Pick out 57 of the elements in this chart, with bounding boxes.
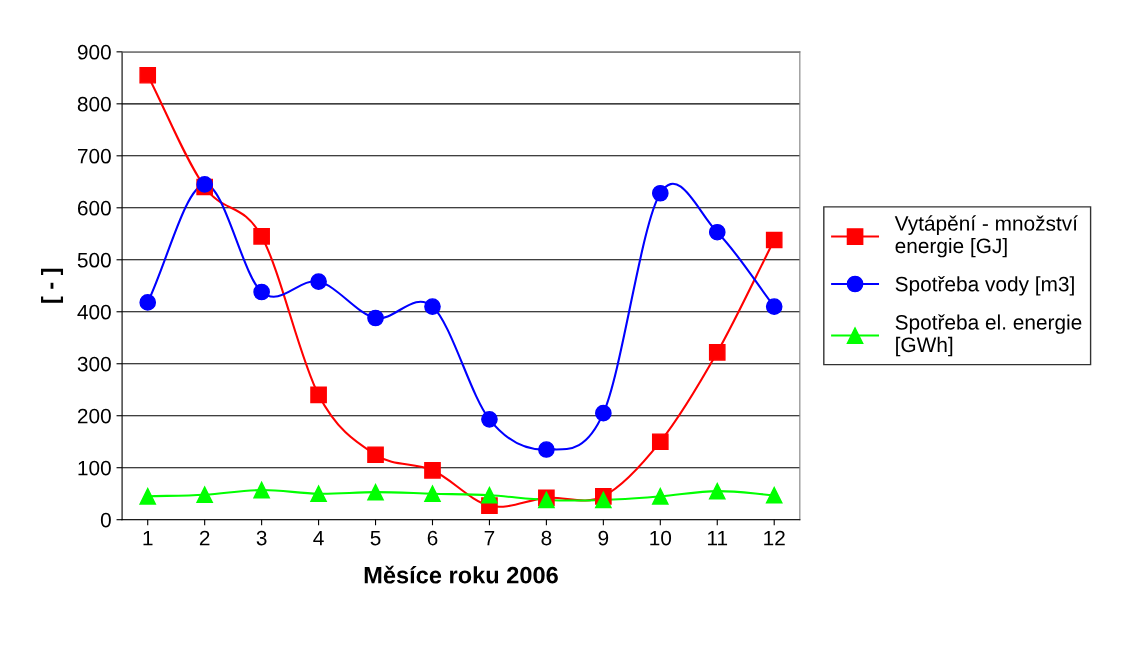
point [367,483,384,501]
x-tick-label: 3 [256,530,267,546]
point [538,441,555,458]
y-tick-label: 300 [77,356,111,372]
x-tick-label: 4 [313,530,324,546]
legend-label: Vytápění - množství energie [GJ] [894,215,1078,258]
x-tick-label: 5 [370,530,381,546]
y-tick-label: 100 [78,460,111,476]
point [253,481,270,499]
y-tick-label: 400 [77,304,111,320]
x-tick-label: 10 [650,530,672,546]
point [481,486,498,504]
legend-label: Spotřeba el. energie [GWh] [895,314,1082,357]
x-tick-label: 2 [199,530,210,546]
point [424,298,441,315]
point [310,273,327,290]
point [765,231,783,249]
x-tick-label: 8 [541,530,552,546]
x-tick-label: 12 [764,530,785,546]
y-axis-title: [ - ] [41,268,64,303]
point [708,482,726,500]
y-tick-label: 200 [77,408,111,424]
y-tick-label: 800 [77,96,111,112]
point [139,487,157,505]
x-tick-label: 11 [708,530,728,546]
point [253,228,270,245]
legend-label: Spotřeba vody [m3] [895,276,1074,296]
point [708,343,726,361]
point [651,433,669,451]
point [424,461,441,479]
point [253,283,270,301]
y-tick-label: 0 [100,512,111,528]
point [367,446,384,464]
x-axis-title: Měsíce roku 2006 [364,565,558,584]
point [765,298,783,315]
point [139,66,157,84]
x-tick-label: 7 [484,530,495,546]
x-tick-label: 1 [143,530,153,546]
y-tick-label: 900 [77,44,111,60]
point [595,491,612,509]
point [139,294,157,311]
point [651,184,669,202]
point [310,386,327,404]
point [310,485,327,503]
x-tick-label: 6 [427,530,438,546]
point [708,223,726,241]
x-tick-label: 9 [598,530,609,546]
point [424,485,441,503]
point [196,486,214,504]
point [651,487,669,505]
point [595,404,612,422]
point [765,486,783,504]
y-tick-label: 700 [77,148,111,164]
y-tick-label: 500 [77,252,111,268]
point [367,309,384,327]
point [481,411,498,428]
y-tick-label: 600 [77,200,111,216]
